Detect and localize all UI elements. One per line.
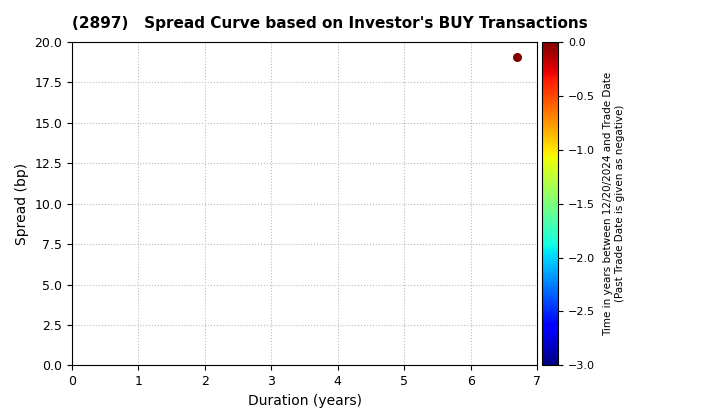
Y-axis label: Spread (bp): Spread (bp): [15, 163, 29, 245]
Point: [511, 53, 523, 60]
X-axis label: Duration (years): Duration (years): [248, 394, 361, 408]
Text: (2897)   Spread Curve based on Investor's BUY Transactions: (2897) Spread Curve based on Investor's …: [72, 16, 588, 31]
Y-axis label: Time in years between 12/20/2024 and Trade Date
(Past Trade Date is given as neg: Time in years between 12/20/2024 and Tra…: [603, 71, 625, 336]
